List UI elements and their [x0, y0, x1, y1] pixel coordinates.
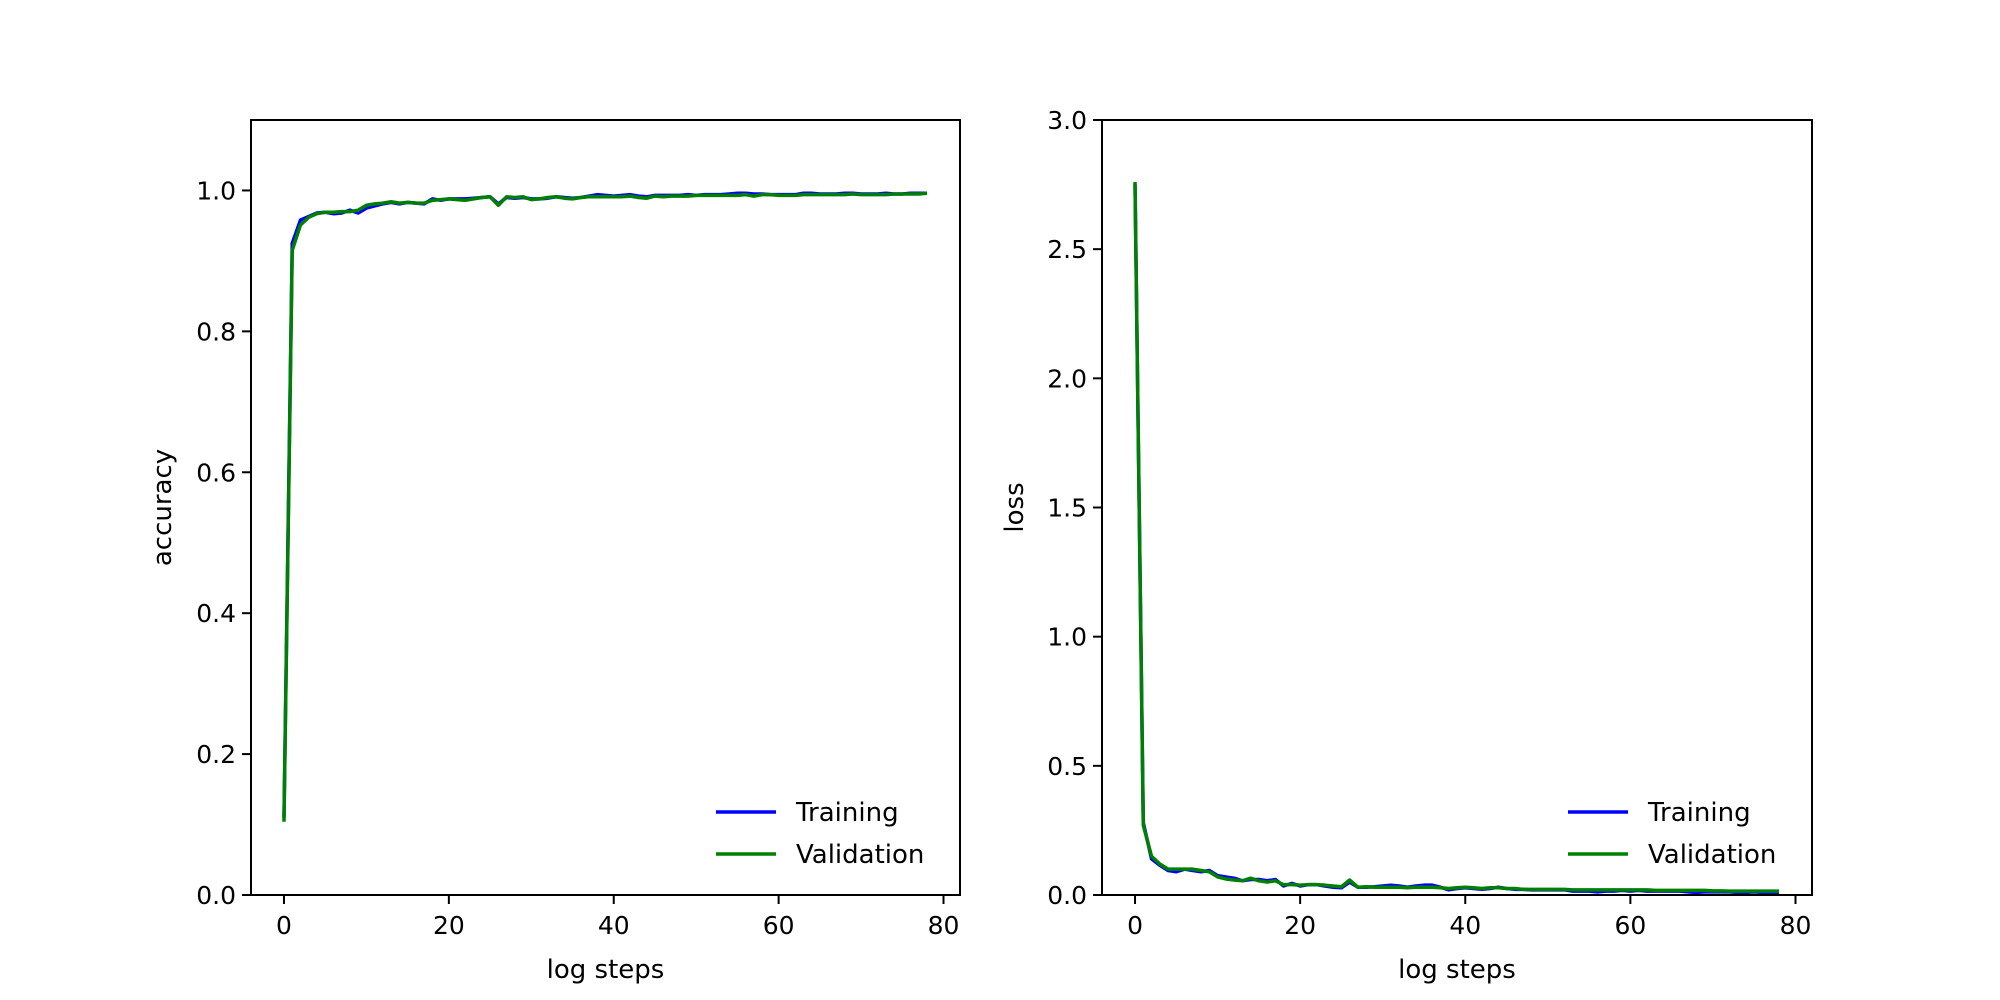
accuracy-x-axis-label: log steps	[547, 955, 665, 985]
accuracy-legend-training-label: Training	[795, 798, 899, 828]
accuracy-legend: Training Validation	[716, 798, 924, 870]
loss-y-tick-label: 0.0	[1047, 881, 1087, 910]
loss-y-tick-label: 1.0	[1047, 623, 1087, 652]
accuracy-plot-frame	[250, 119, 961, 896]
loss-x-tick-label: 20	[1284, 911, 1316, 940]
loss-y-tick-label: 0.5	[1047, 752, 1087, 781]
accuracy-series-lines	[282, 191, 928, 822]
loss-x-tick-label: 0	[1127, 911, 1143, 940]
loss-ticks: 0 20 40 60 80 0.0 0.5 1.0 1.5 2.0 2.5 3.0	[1047, 106, 1811, 940]
accuracy-x-tick-label: 80	[928, 911, 960, 940]
accuracy-legend-validation-label: Validation	[796, 840, 924, 870]
accuracy-y-axis-label: accuracy	[148, 449, 178, 566]
accuracy-y-tick-label: 1.0	[196, 176, 236, 205]
accuracy-y-tick-label: 0.2	[196, 740, 236, 769]
loss-y-tick-label: 2.0	[1047, 364, 1087, 393]
accuracy-ticks: 0 20 40 60 80 0.0 0.2 0.4 0.6 0.8 1.0	[196, 176, 959, 940]
loss-y-tick-label: 1.5	[1047, 494, 1087, 523]
accuracy-chart: 0 20 40 60 80 0.0 0.2 0.4 0.6 0.8 1.0 log steps ac…	[148, 119, 961, 985]
loss-x-tick-label: 40	[1449, 911, 1481, 940]
accuracy-y-tick-label: 0.0	[196, 881, 236, 910]
accuracy-x-tick-label: 40	[598, 911, 630, 940]
loss-x-tick-label: 60	[1614, 911, 1646, 940]
loss-y-tick-label: 3.0	[1047, 106, 1087, 135]
loss-x-axis-label: log steps	[1398, 955, 1516, 985]
loss-chart: 0 20 40 60 80 0.0 0.5 1.0 1.5 2.0 2.5 3.0 log steps…	[1000, 106, 1813, 985]
loss-legend-training-label: Training	[1647, 798, 1751, 828]
loss-legend-validation-label: Validation	[1648, 840, 1776, 870]
accuracy-y-tick-label: 0.8	[196, 317, 236, 346]
accuracy-x-tick-label: 60	[763, 911, 795, 940]
loss-series-validation	[1133, 181, 1779, 893]
accuracy-y-tick-label: 0.4	[196, 599, 236, 628]
accuracy-x-tick-label: 0	[276, 911, 292, 940]
accuracy-x-tick-label: 20	[433, 911, 465, 940]
loss-series-lines	[1133, 181, 1779, 895]
loss-legend: Training Validation	[1568, 798, 1776, 870]
loss-x-tick-label: 80	[1780, 911, 1812, 940]
accuracy-series-validation	[282, 191, 928, 822]
accuracy-y-tick-label: 0.6	[196, 458, 236, 487]
loss-y-tick-label: 2.5	[1047, 235, 1087, 264]
loss-y-axis-label: loss	[1000, 482, 1030, 532]
